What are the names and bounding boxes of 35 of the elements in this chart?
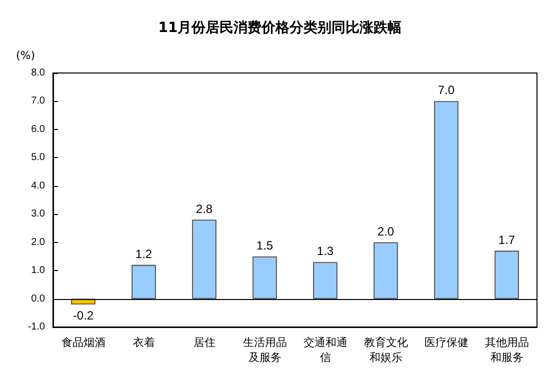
bar bbox=[374, 242, 398, 299]
bar bbox=[494, 250, 519, 299]
bar bbox=[132, 264, 156, 299]
y-tick-label: 4.0 bbox=[31, 180, 46, 192]
data-label: 7.0 bbox=[438, 83, 455, 98]
chart-title: 11月份居民消费价格分类别同比涨跌幅 bbox=[158, 20, 402, 36]
data-label: 1.3 bbox=[316, 244, 334, 258]
data-label: 1.2 bbox=[135, 246, 152, 261]
x-tick-label: 医疗保健 bbox=[424, 336, 468, 349]
data-label: 2.8 bbox=[196, 202, 213, 216]
bar bbox=[192, 220, 216, 299]
y-tick-label: 6.0 bbox=[31, 124, 46, 135]
x-tick-label: 居住 bbox=[193, 336, 216, 349]
x-tick-label: 交通和通信 bbox=[303, 336, 348, 364]
x-tick-label: 生活用品及服务 bbox=[242, 336, 287, 364]
y-tick-label: 8.0 bbox=[31, 68, 46, 78]
y-tick-label: 7.0 bbox=[31, 96, 46, 107]
y-tick-label: 1.0 bbox=[31, 265, 46, 276]
data-label: 2.0 bbox=[377, 224, 394, 238]
bar bbox=[434, 101, 458, 299]
y-tick-label: 2.0 bbox=[31, 236, 46, 248]
y-tick-label: 0.0 bbox=[31, 293, 46, 304]
y-tick-label: 3.0 bbox=[31, 208, 46, 220]
data-label: 1.7 bbox=[498, 232, 516, 247]
x-tick-label: 衣着 bbox=[132, 336, 155, 349]
bar bbox=[252, 256, 277, 299]
data-label: -0.2 bbox=[72, 308, 94, 322]
x-tick-label: 食品烟酒 bbox=[61, 336, 106, 349]
y-tick-label: -1.0 bbox=[28, 322, 46, 332]
data-label: 1.5 bbox=[256, 238, 274, 252]
y-axis-title: (%) bbox=[16, 49, 36, 62]
y-tick-label: 5.0 bbox=[31, 152, 46, 164]
bar bbox=[313, 262, 338, 299]
x-tick-label: 教育文化和娱乐 bbox=[364, 336, 408, 364]
x-tick-label: 其他用品和服务 bbox=[484, 336, 529, 364]
